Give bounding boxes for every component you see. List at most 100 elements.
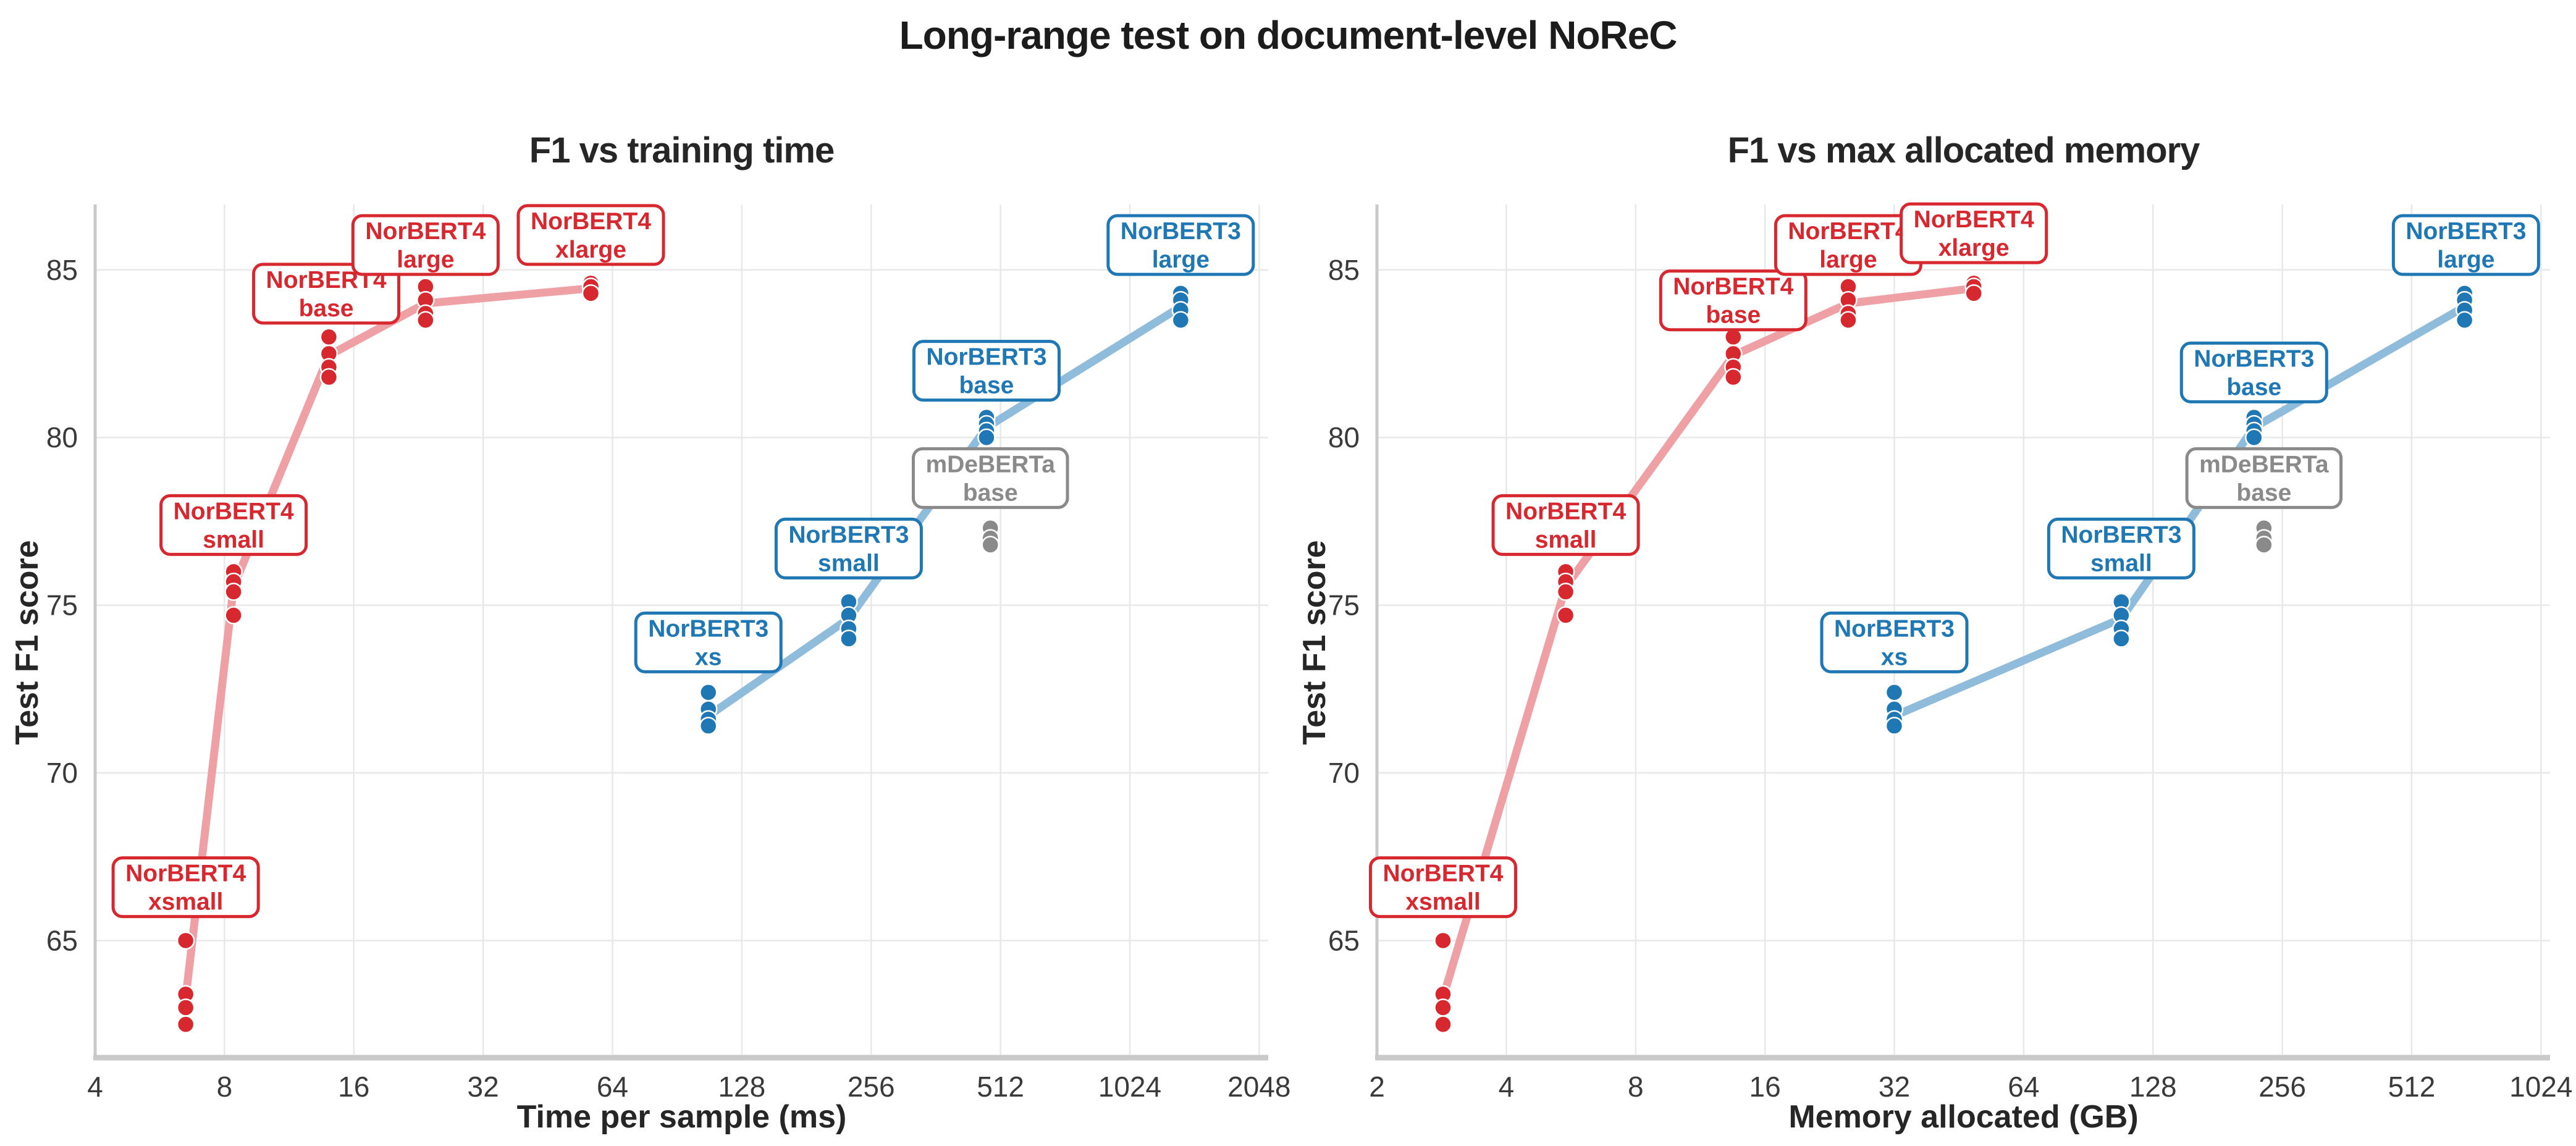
data-point-norbert4-base bbox=[319, 327, 339, 347]
model-label-text: NorBERT4 small bbox=[1505, 498, 1626, 553]
model-label-box bbox=[1368, 856, 1517, 919]
data-point-norbert3-xs bbox=[1885, 683, 1904, 702]
model-label-text: NorBERT3 small bbox=[788, 521, 909, 576]
x-tick-label: 2 bbox=[1369, 1071, 1385, 1103]
x-tick-label: 4 bbox=[1499, 1071, 1515, 1103]
x-tick-label: 64 bbox=[2008, 1071, 2039, 1103]
model-label-norbert3-large: NorBERT3 large bbox=[1106, 214, 1255, 276]
y-tick-label: 85 bbox=[1328, 254, 1360, 286]
x-axis-label-right: Memory allocated (GB) bbox=[1788, 1099, 2139, 1135]
x-tick-label: 4 bbox=[87, 1071, 103, 1103]
data-point-norbert4-xsmall bbox=[176, 998, 195, 1017]
data-point-norbert4-small bbox=[1556, 583, 1575, 601]
y-tick-label: 70 bbox=[46, 757, 78, 789]
model-label-norbert4-large: NorBERT4 large bbox=[1774, 214, 1922, 276]
model-label-mdeberta-base: mDeBERTa base bbox=[911, 447, 1069, 509]
data-point-norbert4-xsmall bbox=[1434, 1015, 1452, 1034]
model-label-norbert4-xlarge: NorBERT4 xlarge bbox=[1900, 202, 2048, 264]
model-label-box bbox=[2391, 214, 2540, 276]
model-label-text: NorBERT4 xsmall bbox=[125, 861, 246, 916]
x-tick-label: 128 bbox=[2129, 1071, 2177, 1103]
model-label-box bbox=[2179, 341, 2328, 403]
trend-line-norbert3 bbox=[1890, 303, 2469, 720]
data-point-norbert3-xs bbox=[699, 717, 718, 735]
x-axis-label-left: Time per sample (ms) bbox=[516, 1099, 847, 1135]
data-point-norbert4-small bbox=[224, 583, 243, 601]
model-label-norbert3-base: NorBERT3 base bbox=[2179, 341, 2328, 403]
model-label-box bbox=[1491, 494, 1640, 556]
model-label-box bbox=[1900, 202, 2048, 264]
data-point-mdeberta-base bbox=[2255, 536, 2273, 554]
model-label-box bbox=[2185, 447, 2343, 509]
model-label-norbert3-large: NorBERT3 large bbox=[2391, 214, 2540, 276]
y-tick-label: 75 bbox=[46, 589, 78, 621]
model-label-mdeberta-base: mDeBERTa base bbox=[2185, 447, 2343, 509]
x-tick-label: 16 bbox=[1749, 1071, 1781, 1103]
x-tick-label: 64 bbox=[597, 1071, 628, 1103]
model-label-box bbox=[2047, 517, 2195, 579]
data-point-norbert4-xsmall bbox=[176, 931, 195, 950]
data-point-norbert3-large bbox=[2455, 311, 2474, 330]
data-point-norbert4-xsmall bbox=[176, 1015, 195, 1034]
y-tick-label: 80 bbox=[1328, 421, 1360, 453]
figure-title: Long-range test on document-level NoReC bbox=[899, 13, 1678, 57]
x-tick-label: 8 bbox=[217, 1071, 233, 1103]
model-label-box bbox=[111, 856, 260, 919]
model-label-box bbox=[912, 340, 1061, 402]
y-tick-label: 65 bbox=[46, 924, 78, 956]
data-point-norbert4-xlarge bbox=[1964, 284, 1983, 303]
data-point-norbert4-xsmall bbox=[1434, 931, 1452, 950]
model-label-norbert3-base: NorBERT3 base bbox=[912, 340, 1061, 402]
data-point-norbert4-base bbox=[1724, 368, 1743, 387]
x-tick-label: 512 bbox=[977, 1071, 1024, 1103]
data-point-mdeberta-base bbox=[981, 536, 1000, 554]
model-label-text: NorBERT4 xlarge bbox=[531, 208, 651, 263]
model-label-text: NorBERT3 base bbox=[926, 344, 1046, 399]
model-label-norbert4-small: NorBERT4 small bbox=[159, 494, 308, 556]
data-point-norbert4-small bbox=[224, 606, 243, 625]
data-point-norbert4-base bbox=[319, 368, 339, 387]
data-point-norbert3-small bbox=[840, 630, 858, 648]
x-tick-label: 256 bbox=[2258, 1071, 2306, 1103]
model-label-text: NorBERT4 base bbox=[1673, 274, 1793, 329]
model-label-norbert4-xsmall: NorBERT4 xsmall bbox=[1368, 856, 1517, 919]
data-point-norbert3-base bbox=[2245, 428, 2263, 447]
model-label-text: mDeBERTa base bbox=[925, 451, 1055, 506]
model-label-text: NorBERT4 xsmall bbox=[1383, 861, 1503, 916]
model-label-box bbox=[1820, 611, 1969, 673]
model-label-text: NorBERT3 large bbox=[1121, 218, 1241, 273]
model-label-box bbox=[252, 263, 401, 325]
x-tick-label: 1024 bbox=[1098, 1071, 1161, 1103]
plot-area-memory: 2 4 8 16 32 64 128 256 512 1024 65 70 75 80 85 NorBERT4… bbox=[1328, 202, 2572, 1103]
model-label-text: NorBERT3 large bbox=[2406, 218, 2526, 273]
model-label-box bbox=[1106, 214, 1255, 276]
model-label-norbert4-xlarge: NorBERT4 xlarge bbox=[516, 204, 665, 266]
data-point-norbert3-small bbox=[2112, 630, 2131, 648]
model-label-text: NorBERT3 small bbox=[2061, 521, 2181, 576]
subplot-title-training-time: F1 vs training time bbox=[529, 130, 835, 171]
x-tick-label: 256 bbox=[848, 1071, 895, 1103]
model-label-box bbox=[159, 494, 308, 556]
model-label-norbert4-small: NorBERT4 small bbox=[1491, 494, 1640, 556]
model-label-text: NorBERT4 xlarge bbox=[1914, 206, 2034, 261]
x-tick-label: 1024 bbox=[2509, 1071, 2572, 1103]
model-label-text: NorBERT3 base bbox=[2194, 345, 2314, 400]
subplot-title-memory: F1 vs max allocated memory bbox=[1727, 130, 2200, 171]
model-label-norbert3-small: NorBERT3 small bbox=[774, 517, 923, 579]
data-point-norbert4-large bbox=[416, 311, 435, 330]
model-label-box bbox=[1659, 269, 1808, 332]
model-label-box bbox=[516, 204, 665, 266]
model-label-norbert4-xsmall: NorBERT4 xsmall bbox=[111, 856, 260, 919]
model-label-text: NorBERT4 small bbox=[174, 498, 294, 553]
x-tick-label: 32 bbox=[468, 1071, 499, 1103]
model-label-norbert3-small: NorBERT3 small bbox=[2047, 517, 2195, 579]
data-point-norbert3-xs bbox=[699, 683, 718, 702]
model-label-box bbox=[351, 214, 500, 276]
model-label-box bbox=[774, 517, 923, 579]
x-tick-label: 8 bbox=[1628, 1071, 1644, 1103]
data-point-norbert3-base bbox=[977, 428, 996, 447]
y-tick-label: 65 bbox=[1328, 924, 1360, 956]
model-label-text: NorBERT3 xs bbox=[1834, 615, 1955, 670]
data-point-norbert4-xlarge bbox=[581, 284, 600, 303]
